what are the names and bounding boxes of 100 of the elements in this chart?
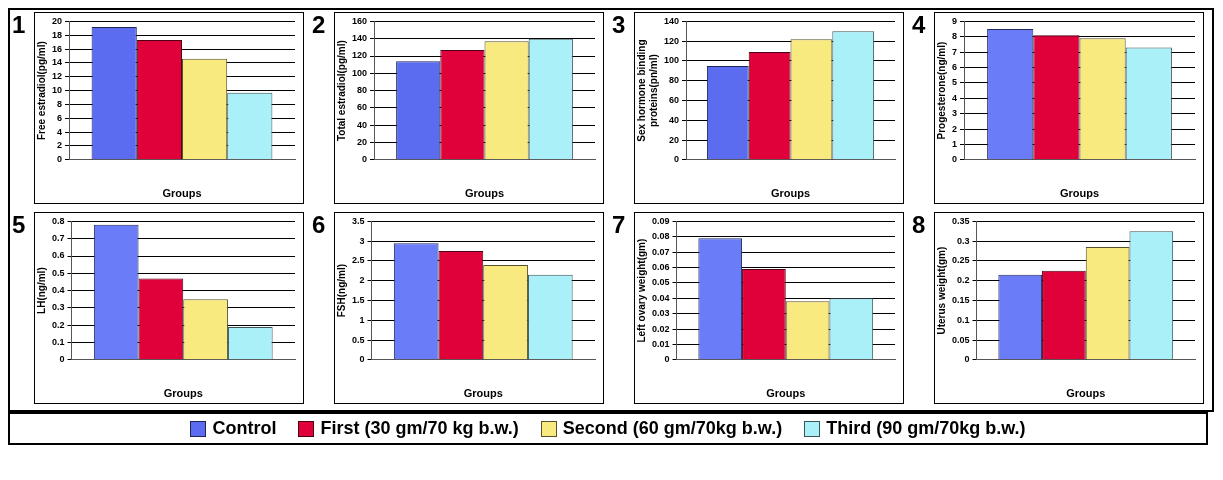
y-tick-label: 100 xyxy=(351,67,368,78)
y-tick-label: 0 xyxy=(951,154,958,165)
y-tick-label: 2.5 xyxy=(352,255,365,266)
y-tick-label: 16 xyxy=(52,43,63,54)
y-tick-label: 0.08 xyxy=(651,231,670,242)
y-tick-label: 0 xyxy=(57,154,63,165)
y-tick-label: 1.5 xyxy=(352,294,365,305)
y-tick-label: 0 xyxy=(362,154,368,165)
y-tick-label: 0.3 xyxy=(52,302,65,313)
y-tick-label: 120 xyxy=(663,35,680,46)
y-tick-label: 6 xyxy=(951,62,958,73)
y-tick-label: 40 xyxy=(357,119,368,130)
y-tick-label: 40 xyxy=(669,114,680,125)
y-tick-label: 0.25 xyxy=(951,255,970,266)
y-tick-label: 0.5 xyxy=(52,267,65,278)
y-tick-label: 0 xyxy=(964,354,970,365)
y-tick-label: 8 xyxy=(57,98,63,109)
y-tick-label: 0.7 xyxy=(52,233,65,244)
y-tick-label: 6 xyxy=(57,112,63,123)
x-axis-title: Groups xyxy=(162,187,202,200)
chart-title: 8 xyxy=(912,211,927,238)
y-tick-label: 140 xyxy=(351,33,368,44)
y-tick-label: 2 xyxy=(57,140,63,151)
y-tick-label: 3 xyxy=(359,235,365,246)
y-tick-label: 0 xyxy=(59,354,65,365)
y-tick-label: 0.15 xyxy=(951,294,970,305)
y-tick-label: 1 xyxy=(359,314,365,325)
legend-label: Third (90 gm/70kg b.w.) xyxy=(826,418,1026,439)
y-tick-label: 5 xyxy=(951,77,958,88)
y-tick-label: 60 xyxy=(669,94,680,105)
y-tick-label: 9 xyxy=(951,15,958,26)
y-tick-label: 0.4 xyxy=(52,285,65,296)
y-axis-title: Left ovary weight(gm) xyxy=(635,238,647,343)
y-tick-label: 0.1 xyxy=(52,336,65,347)
y-tick-label: 0.2 xyxy=(957,275,970,286)
y-tick-label: 1 xyxy=(951,138,958,149)
y-tick-label: 0 xyxy=(359,354,365,365)
y-axis-title: Progesterone(ng/ml) xyxy=(935,41,947,140)
x-axis-title: Groups xyxy=(163,387,203,400)
chart-title: 3 xyxy=(612,11,627,38)
y-tick-label: 80 xyxy=(357,85,368,96)
chart-title: 7 xyxy=(612,211,627,238)
y-tick-label: 3 xyxy=(951,108,958,119)
y-tick-label: 4 xyxy=(951,92,958,103)
y-axis-title: LH(ng/ml) xyxy=(35,267,47,314)
y-tick-label: 12 xyxy=(52,71,63,82)
y-tick-label: 160 xyxy=(351,15,368,26)
y-tick-label: 100 xyxy=(663,55,680,66)
y-axis-title: Uterus weight(gm) xyxy=(935,246,947,335)
y-tick-label: 2 xyxy=(359,275,365,286)
y-tick-label: 120 xyxy=(351,50,368,61)
y-tick-label: 0.07 xyxy=(651,246,670,257)
y-tick-label: 18 xyxy=(52,29,63,40)
x-axis-title: Groups xyxy=(463,387,503,400)
chart-title: 2 xyxy=(312,11,327,38)
y-tick-label: 0 xyxy=(664,354,670,365)
legend-label: Second (60 gm/70kg b.w.) xyxy=(562,418,783,439)
y-tick-label: 0.05 xyxy=(951,334,970,345)
chart-title: 5 xyxy=(12,211,27,238)
y-tick-label: 0.05 xyxy=(651,277,670,288)
y-axis-title: Total estradiol(pg/ml) xyxy=(335,40,347,142)
y-axis-title: Sex hormone binding proteins(pn/ml) xyxy=(635,39,659,142)
y-tick-label: 0.5 xyxy=(352,334,365,345)
y-tick-label: 3.5 xyxy=(352,215,365,226)
legend-label: Control xyxy=(212,418,277,439)
chart-title: 6 xyxy=(312,211,327,238)
y-tick-label: 0.8 xyxy=(52,215,65,226)
y-tick-label: 0.6 xyxy=(52,250,65,261)
y-tick-label: 80 xyxy=(669,75,680,86)
y-tick-label: 140 xyxy=(663,15,680,26)
y-axis-title: FSH(ng/ml) xyxy=(335,263,347,318)
y-tick-label: 4 xyxy=(57,126,63,137)
y-tick-label: 0 xyxy=(674,154,680,165)
x-axis-title: Groups xyxy=(1059,187,1100,200)
chart-title: 4 xyxy=(912,11,927,38)
y-tick-label: 0.3 xyxy=(957,235,970,246)
y-tick-label: 2 xyxy=(951,123,958,134)
y-tick-label: 60 xyxy=(357,102,368,113)
chart-title: 1 xyxy=(12,11,27,38)
y-tick-label: 7 xyxy=(951,46,958,57)
y-tick-label: 0.35 xyxy=(951,215,970,226)
y-tick-label: 0.06 xyxy=(651,262,670,273)
x-axis-title: Groups xyxy=(766,387,806,400)
y-axis-title: Free estradiol(pg/ml) xyxy=(35,41,47,141)
y-tick-label: 20 xyxy=(357,136,368,147)
y-tick-label: 20 xyxy=(669,134,680,145)
y-tick-label: 8 xyxy=(951,31,958,42)
y-tick-label: 10 xyxy=(52,85,63,96)
x-axis-title: Groups xyxy=(770,187,811,200)
y-tick-label: 0.01 xyxy=(651,338,670,349)
y-tick-label: 0.1 xyxy=(957,314,970,325)
legend-label: First (30 gm/70 kg b.w.) xyxy=(320,418,519,439)
y-tick-label: 0.04 xyxy=(651,292,670,303)
y-tick-label: 0.03 xyxy=(651,308,670,319)
y-tick-label: 0.09 xyxy=(651,215,670,226)
y-tick-label: 0.02 xyxy=(651,323,670,334)
y-tick-label: 20 xyxy=(52,15,63,26)
x-axis-title: Groups xyxy=(1066,387,1106,400)
x-axis-title: Groups xyxy=(464,187,505,200)
y-tick-label: 0.2 xyxy=(52,319,65,330)
